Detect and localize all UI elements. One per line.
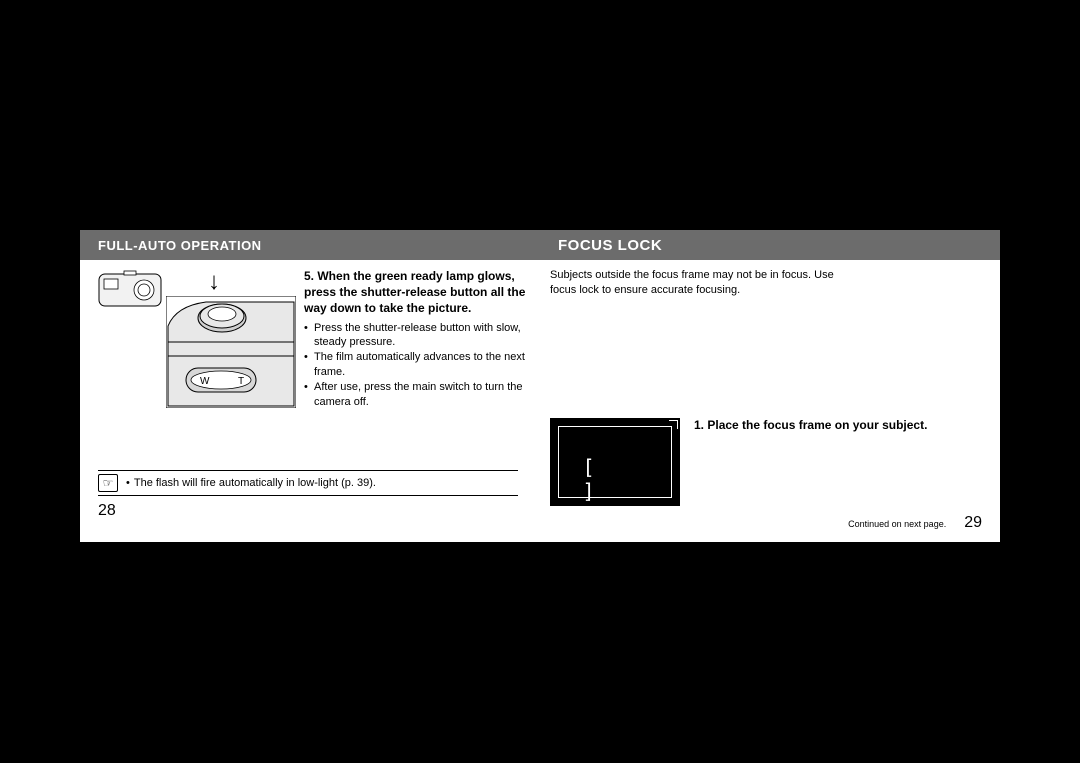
viewfinder-figure: [ ]	[550, 418, 680, 506]
step5-heading-text: When the green ready lamp glows, press t…	[304, 269, 525, 315]
bullet-item: After use, press the main switch to turn…	[304, 380, 530, 410]
step5-number: 5.	[304, 269, 314, 283]
continued-label: Continued on next page.	[848, 519, 946, 529]
left-page: ↓ W T	[98, 268, 530, 532]
press-arrow-icon: ↓	[208, 268, 220, 296]
viewfinder-corner-icon	[669, 420, 678, 429]
camera-small-icon	[98, 268, 168, 313]
bullet-item: The film automatically advances to the n…	[304, 350, 530, 380]
right-page: Subjects outside the focus frame may not…	[530, 268, 982, 532]
step5-bullets: Press the shutter-release button with sl…	[304, 321, 530, 410]
step5-row: ↓ W T	[98, 268, 530, 410]
right-footer: Continued on next page. 29	[550, 514, 982, 532]
viewfinder-row: [ ] 1. Place the focus frame on your sub…	[550, 418, 982, 506]
hand-note-icon: ☞	[98, 474, 118, 492]
content-area: ↓ W T	[80, 260, 1000, 542]
note-text: The flash will fire automatically in low…	[134, 477, 376, 489]
manual-spread: FULL-AUTO OPERATION FOCUS LOCK ↓	[80, 230, 1000, 542]
step1-heading-text: Place the focus frame on your subject.	[707, 418, 927, 432]
svg-text:T: T	[238, 376, 244, 387]
focus-brackets: [ ]	[583, 455, 648, 503]
header-bar: FULL-AUTO OPERATION FOCUS LOCK	[80, 230, 1000, 260]
step1-number: 1.	[694, 418, 704, 432]
flash-note: ☞ • The flash will fire automatically in…	[98, 470, 518, 496]
header-left-label: FULL-AUTO OPERATION	[80, 238, 558, 253]
bullet-item: Press the shutter-release button with sl…	[304, 321, 530, 351]
focus-lock-intro: Subjects outside the focus frame may not…	[550, 268, 850, 298]
svg-text:W: W	[200, 376, 210, 387]
hand-glyph: ☞	[103, 476, 114, 490]
page-number-right: 29	[964, 514, 982, 532]
step5-text-block: 5. When the green ready lamp glows, pres…	[298, 268, 530, 410]
step1-heading: 1. Place the focus frame on your subject…	[694, 418, 927, 432]
page-number-left: 28	[98, 502, 530, 520]
step5-heading: 5. When the green ready lamp glows, pres…	[304, 268, 530, 317]
camera-top-icon: W T	[166, 296, 296, 408]
camera-figure: ↓ W T	[98, 268, 298, 408]
header-right-label: FOCUS LOCK	[558, 237, 662, 254]
